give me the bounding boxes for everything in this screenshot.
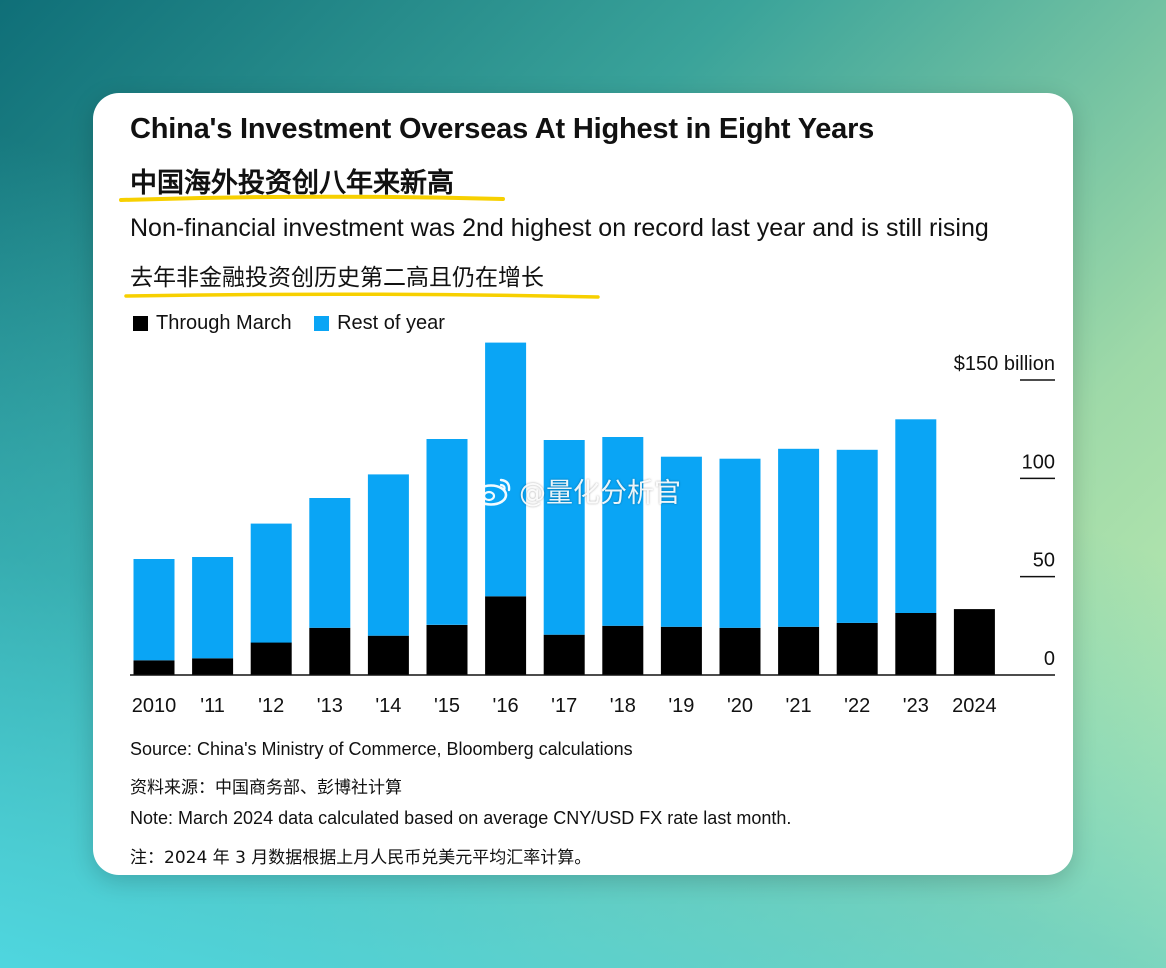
source-note: Source: China's Ministry of Commerce, Bl… <box>130 739 633 759</box>
chart-subtitle: Non-financial investment was 2nd highest… <box>130 214 989 242</box>
bar-through-march-5 <box>426 624 468 675</box>
bar-rest-of-year-7 <box>543 440 585 635</box>
fx-note: Note: March 2024 data calculated based o… <box>130 808 792 828</box>
chart-subtitle-cn: 去年非金融投资创历史第二高且仍在增长 <box>130 265 544 291</box>
bar-rest-of-year-5 <box>426 439 468 625</box>
bar-through-march-7 <box>543 634 585 675</box>
x-tick-label-11: '21 <box>786 695 812 717</box>
x-tick-label-4: '14 <box>375 695 401 717</box>
bar-through-march-11 <box>778 626 820 675</box>
bar-rest-of-year-0 <box>133 559 175 661</box>
bar-rest-of-year-12 <box>836 449 878 623</box>
x-tick-label-12: '22 <box>844 695 870 717</box>
bar-through-march-12 <box>836 622 878 675</box>
legend-label-through-march: Through March <box>156 312 292 334</box>
y-tick-label-0: 0 <box>1044 648 1055 670</box>
x-tick-label-14: 2024 <box>952 695 997 717</box>
y-tick-label-2: 100 <box>1022 451 1055 473</box>
y-tick-label-3: $150 billion <box>954 353 1055 375</box>
bar-rest-of-year-4 <box>367 474 409 636</box>
bar-rest-of-year-10 <box>719 458 761 628</box>
x-tick-label-13: '23 <box>903 695 929 717</box>
bar-through-march-10 <box>719 627 761 675</box>
bar-through-march-3 <box>309 627 351 675</box>
bar-rest-of-year-6 <box>485 342 527 597</box>
bar-through-march-0 <box>133 660 175 676</box>
subtitle-cn-underline <box>124 292 600 299</box>
bar-rest-of-year-2 <box>250 523 292 643</box>
legend-swatch-rest-of-year <box>314 316 330 331</box>
x-tick-label-5: '15 <box>434 695 460 717</box>
watermark-text: @量化分析官 <box>519 478 681 509</box>
legend-item-rest-of-year: Rest of year <box>314 312 445 335</box>
x-tick-label-2: '12 <box>258 695 284 717</box>
fx-note-cn: 注：2024 年 3 月数据根据上月人民币兑美元平均汇率计算。 <box>130 848 592 868</box>
legend-label-rest-of-year: Rest of year <box>337 312 445 334</box>
chart-card: China's Investment Overseas At Highest i… <box>93 93 1073 875</box>
bar-rest-of-year-13 <box>895 419 937 613</box>
x-tick-label-6: '16 <box>493 695 519 717</box>
bar-rest-of-year-9 <box>660 456 702 627</box>
bar-rest-of-year-11 <box>778 448 820 627</box>
x-tick-label-8: '18 <box>610 695 636 717</box>
chart-title: China's Investment Overseas At Highest i… <box>130 113 875 145</box>
bar-through-march-1 <box>192 658 234 675</box>
chart-legend: Through March Rest of year <box>133 312 463 338</box>
title-cn-underline <box>119 194 505 202</box>
x-tick-label-3: '13 <box>317 695 343 717</box>
x-tick-label-10: '20 <box>727 695 753 717</box>
watermark: @量化分析官 <box>473 471 681 510</box>
bar-chart: 2010 '11 '12 '13 '14 '15 '16 '17 '18 '19 '20 '21 '22… <box>130 342 1055 717</box>
bar-rest-of-year-3 <box>309 498 351 628</box>
x-tick-label-9: '19 <box>668 695 694 717</box>
legend-item-through-march: Through March <box>133 312 292 335</box>
bar-through-march-14 <box>953 609 995 675</box>
bar-rest-of-year-1 <box>192 557 234 659</box>
y-tick-label-1: 50 <box>1033 550 1055 572</box>
source-note-cn: 资料来源：中国商务部、彭博社计算 <box>130 778 402 798</box>
bar-through-march-9 <box>660 626 702 675</box>
bar-through-march-2 <box>250 642 292 675</box>
x-tick-label-1: '11 <box>200 695 225 717</box>
bar-through-march-13 <box>895 613 937 675</box>
weibo-icon <box>474 478 511 506</box>
x-tick-label-7: '17 <box>551 695 577 717</box>
legend-swatch-through-march <box>133 316 148 331</box>
bar-rest-of-year-8 <box>602 437 644 626</box>
bar-through-march-8 <box>602 625 644 675</box>
chart-title-cn: 中国海外投资创八年来新高 <box>130 168 454 199</box>
bar-through-march-4 <box>367 635 409 675</box>
bar-through-march-6 <box>485 596 527 675</box>
x-tick-label-0: 2010 <box>132 695 177 717</box>
